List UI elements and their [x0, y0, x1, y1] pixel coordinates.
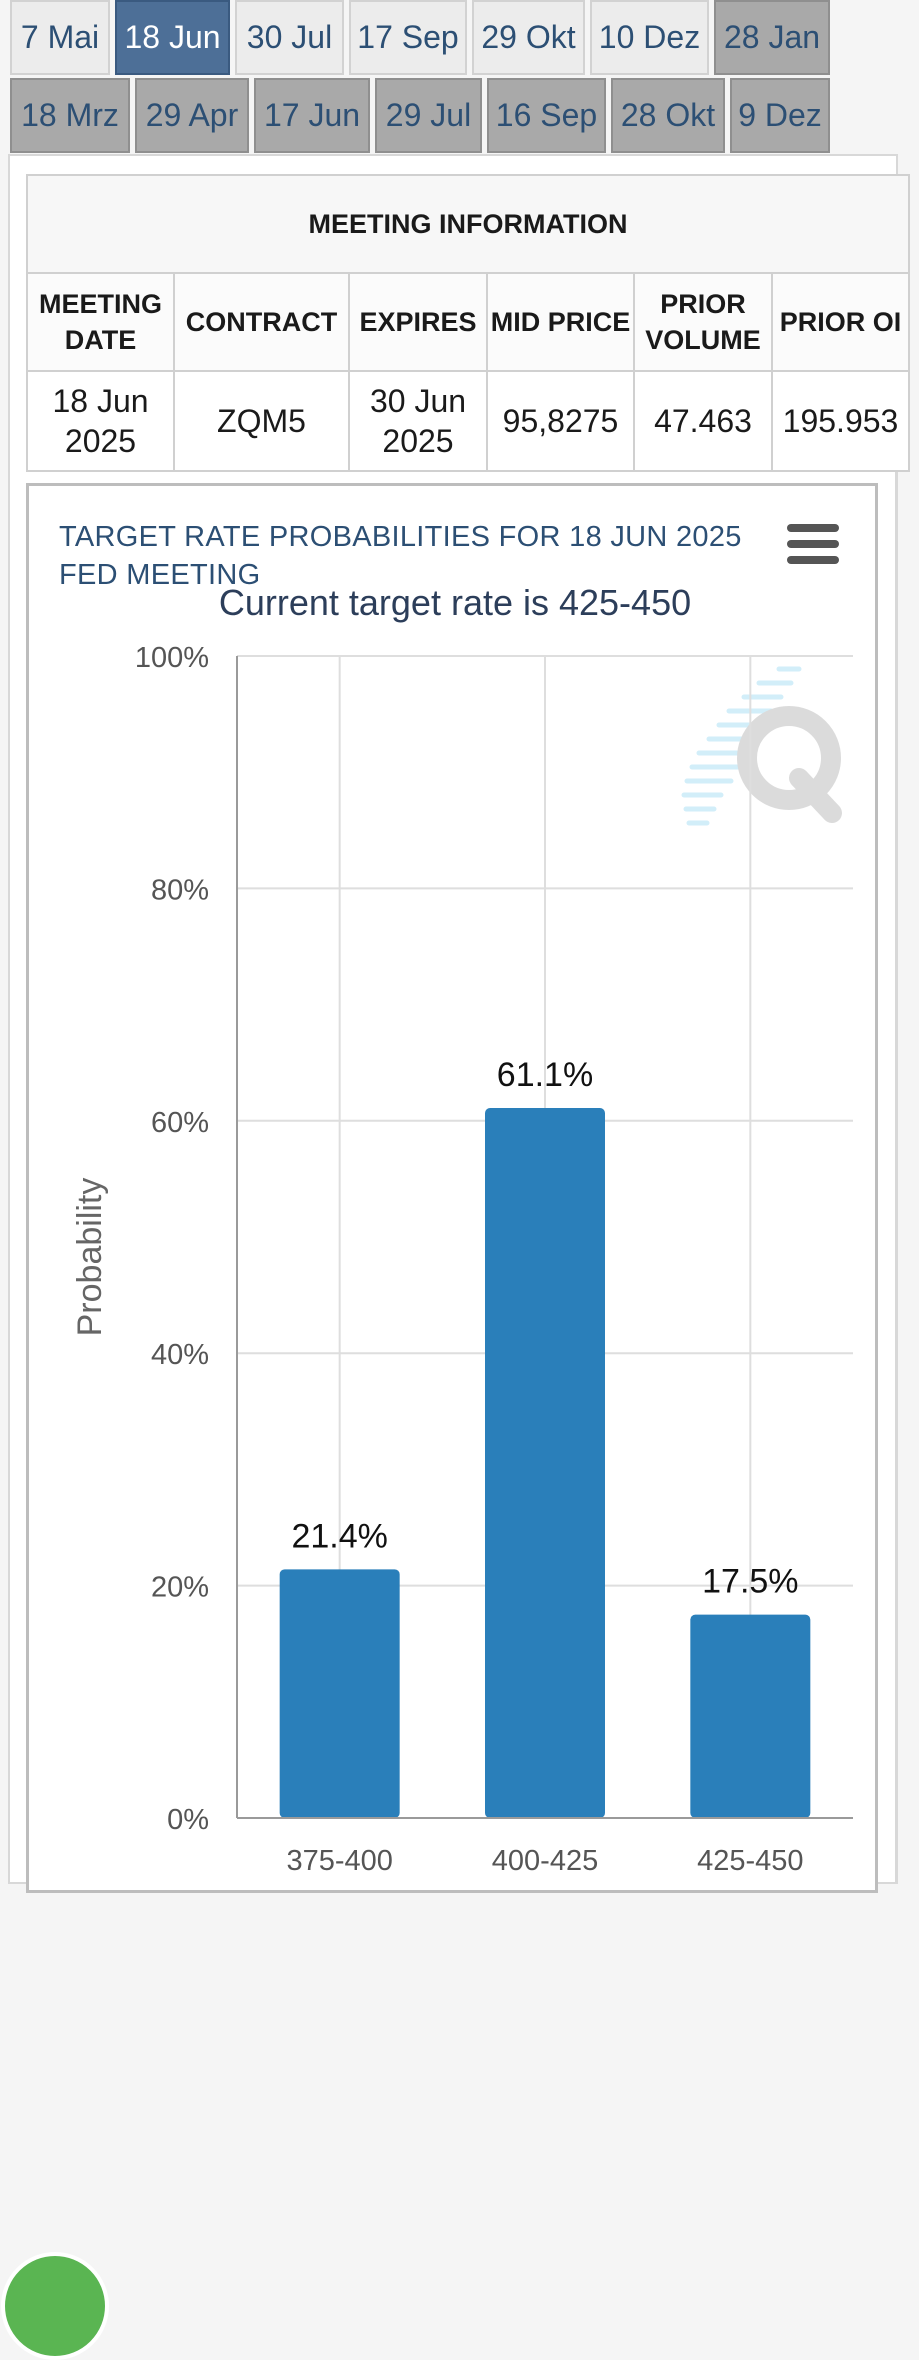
bar-400-425	[485, 1108, 605, 1818]
meeting-info-table: MEETING INFORMATION MEETING DATE CONTRAC…	[26, 174, 910, 472]
watermark-logo	[681, 666, 842, 826]
tab-29-okt[interactable]: 29 Okt	[472, 0, 585, 75]
y-tick-label: 100%	[135, 642, 209, 674]
cell-prior-oi: 195.953	[771, 370, 910, 472]
tab-29-jul[interactable]: 29 Jul	[375, 78, 482, 153]
cell-expires: 30 Jun 2025	[348, 370, 488, 472]
x-tick-label: 400-425	[492, 1845, 598, 1877]
y-tick-label: 60%	[151, 1107, 209, 1139]
header-expires: EXPIRES	[348, 272, 488, 372]
cell-meeting-date: 18 Jun 2025	[26, 370, 175, 472]
header-prior-oi: PRIOR OI	[771, 272, 910, 372]
tab-28-jan[interactable]: 28 Jan	[714, 0, 830, 75]
bar-375-400	[279, 1569, 400, 1818]
y-tick-label: 40%	[151, 1339, 209, 1371]
x-tick-label: 425-450	[697, 1845, 803, 1877]
data-label: 17.5%	[702, 1563, 798, 1601]
y-axis-title: Probability	[71, 1178, 109, 1337]
tab-16-sep[interactable]: 16 Sep	[487, 78, 606, 153]
tab-29-apr[interactable]: 29 Apr	[135, 78, 249, 153]
header-prior-volume: PRIOR VOLUME	[633, 272, 773, 372]
tab-18-mrz[interactable]: 18 Mrz	[10, 78, 130, 153]
cell-mid-price: 95,8275	[486, 370, 635, 472]
tab-17-jun[interactable]: 17 Jun	[254, 78, 370, 153]
chart-panel: TARGET RATE PROBABILITIES FOR 18 JUN 202…	[1, 483, 878, 2360]
tab-28-okt[interactable]: 28 Okt	[611, 78, 725, 153]
data-label: 61.1%	[497, 1056, 593, 1094]
tab-10-dez[interactable]: 10 Dez	[590, 0, 709, 75]
tab-7-mai[interactable]: 7 Mai	[10, 0, 110, 75]
frame-divider	[895, 174, 897, 1884]
cell-prior-volume: 47.463	[633, 370, 773, 472]
y-tick-label: 80%	[151, 874, 209, 906]
chart-title: TARGET RATE PROBABILITIES FOR 18 JUN 202…	[59, 521, 742, 591]
probability-bar-chart: 21.4% 61.1% 17.5% 0% 20% 40% 60% 80% 100% 375-40…	[71, 642, 853, 1877]
y-tick-label: 0%	[167, 1804, 209, 1836]
header-meeting-date: MEETING DATE	[26, 272, 175, 372]
chart-subtitle: Current target rate is 425-450	[218, 582, 692, 623]
shield-fab-icon[interactable]	[1, 2252, 109, 2360]
meeting-info-title: MEETING INFORMATION	[26, 174, 910, 274]
header-contract: CONTRACT	[173, 272, 350, 372]
tab-30-jul[interactable]: 30 Jul	[235, 0, 344, 75]
tab-17-sep[interactable]: 17 Sep	[349, 0, 467, 75]
data-label: 21.4%	[291, 1517, 387, 1555]
bar-425-450	[690, 1614, 811, 1818]
header-mid-price: MID PRICE	[486, 272, 635, 372]
y-tick-label: 20%	[151, 1572, 209, 1604]
cell-contract: ZQM5	[173, 370, 350, 472]
tab-9-dez[interactable]: 9 Dez	[730, 78, 830, 153]
hamburger-menu-icon[interactable]	[787, 524, 839, 566]
tab-18-jun[interactable]: 18 Jun	[115, 0, 230, 75]
x-tick-label: 375-400	[286, 1845, 392, 1877]
